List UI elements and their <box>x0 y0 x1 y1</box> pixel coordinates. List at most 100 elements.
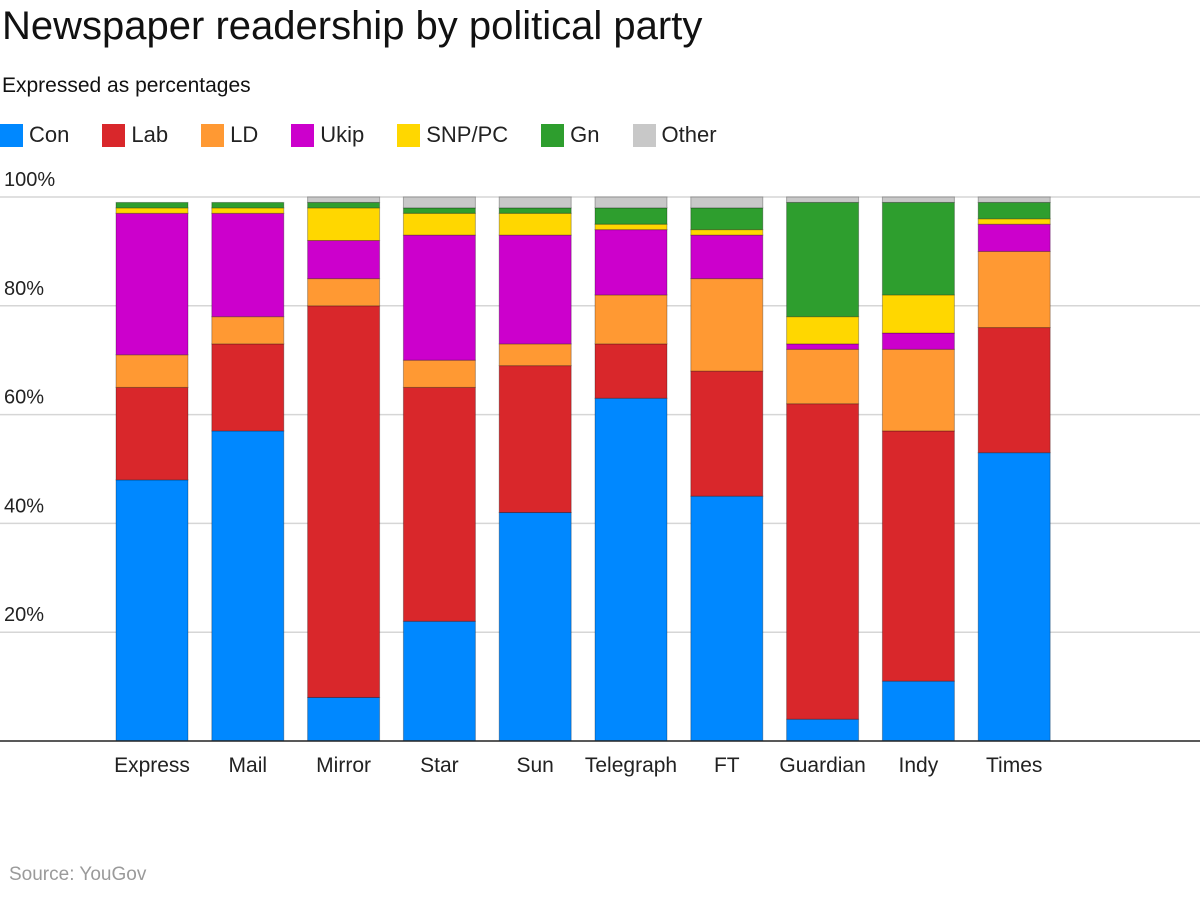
bar-segment-mail-snp-pc <box>211 207 285 214</box>
bar-segment-mirror-other <box>307 196 381 203</box>
y-tick-label: 40% <box>4 495 44 517</box>
legend-label: SNP/PC <box>426 122 509 147</box>
bar-segment-express-ukip <box>115 212 189 356</box>
bar-segment-times-gn <box>977 201 1051 220</box>
x-tick-label: Mail <box>229 754 268 777</box>
bar-segment-sun-snp-pc <box>498 212 572 236</box>
bar-segment-times-snp-pc <box>977 218 1051 225</box>
bar-segment-ft-lab <box>690 370 764 497</box>
legend-label: Gn <box>570 122 600 147</box>
bar-segment-mail-ukip <box>211 212 285 318</box>
bar-segment-times-other <box>977 196 1051 203</box>
bar-segment-express-con <box>115 479 189 742</box>
bar-segment-star-other <box>402 196 476 209</box>
bar-segment-mirror-ukip <box>307 240 381 280</box>
bar-segment-sun-other <box>498 196 572 209</box>
x-tick-label: Indy <box>899 754 939 777</box>
bar-segment-mirror-con <box>307 696 381 742</box>
bar-segment-mirror-gn <box>307 201 381 209</box>
legend-item-lab: Lab <box>102 122 168 148</box>
y-tick-label: 100% <box>4 169 55 191</box>
bar-segment-ft-ukip <box>690 234 764 280</box>
bar-segment-indy-ukip <box>881 332 955 350</box>
legend-swatch <box>541 123 565 147</box>
bar-segment-star-con <box>402 620 476 742</box>
legend-swatch <box>102 123 126 147</box>
bar-segment-star-lab <box>402 386 476 622</box>
bar-segment-telegraph-con <box>594 397 668 742</box>
legend-label: LD <box>230 122 259 147</box>
bar-segment-mail-gn <box>211 201 285 209</box>
bar-segment-mail-con <box>211 430 285 742</box>
legend-swatch <box>0 123 23 147</box>
x-tick-label: Guardian <box>779 754 865 777</box>
chart-title: Newspaper readership by political party <box>2 4 703 48</box>
bar-segment-sun-ukip <box>498 234 572 345</box>
bar-segment-sun-lab <box>498 365 572 514</box>
bar-segment-telegraph-ld <box>594 294 668 345</box>
legend-item-gn: Gn <box>541 122 600 148</box>
x-tick-label: Times <box>986 754 1042 777</box>
legend-item-ukip: Ukip <box>291 122 364 148</box>
bar-segment-indy-other <box>881 196 955 203</box>
bar-segment-mail-ld <box>211 316 285 345</box>
bar-segment-telegraph-ukip <box>594 229 668 296</box>
y-tick-label: 60% <box>4 387 44 409</box>
bar-segment-star-snp-pc <box>402 212 476 236</box>
bar-segment-indy-con <box>881 680 955 742</box>
x-tick-label: Star <box>420 754 459 777</box>
bar-segment-guardian-ukip <box>786 343 860 350</box>
bar-segment-ft-ld <box>690 278 764 372</box>
bar-segment-indy-lab <box>881 430 955 682</box>
bar-segment-express-snp-pc <box>115 207 189 214</box>
bar-segment-mail-lab <box>211 343 285 432</box>
bar-segment-sun-ld <box>498 343 572 367</box>
bar-segment-sun-gn <box>498 207 572 214</box>
bar-segment-guardian-snp-pc <box>786 316 860 345</box>
bar-segment-ft-snp-pc <box>690 229 764 236</box>
legend-label: Lab <box>131 122 169 147</box>
bar-segment-guardian-lab <box>786 403 860 720</box>
bar-segment-star-gn <box>402 207 476 214</box>
x-tick-label: Telegraph <box>585 754 677 777</box>
bar-segment-times-ukip <box>977 223 1051 252</box>
bar-segment-telegraph-snp-pc <box>594 223 668 231</box>
x-tick-label: FT <box>714 754 740 777</box>
bar-segment-indy-gn <box>881 201 955 296</box>
bar-segment-ft-gn <box>690 207 764 231</box>
bar-segment-telegraph-gn <box>594 207 668 225</box>
chart-legend: Con Lab LD Ukip SNP/PC Gn Other <box>0 119 750 151</box>
legend-item-other: Other <box>632 122 717 148</box>
legend-label: Con <box>29 122 70 147</box>
legend-label: Ukip <box>320 122 365 147</box>
x-tick-label: Sun <box>517 754 554 777</box>
legend-item-snp-pc: SNP/PC <box>397 122 508 148</box>
source-note: Source: YouGov <box>9 864 147 885</box>
stacked-bar-chart: 20% 40% 60% 80% 100% Express Mail Mirror Star Sun… <box>0 169 1200 777</box>
bar-segment-guardian-other <box>786 196 860 203</box>
legend-label: Other <box>661 122 717 147</box>
bar-segment-sun-con <box>498 512 572 742</box>
bar-segment-ft-con <box>690 495 764 742</box>
bar-segment-times-ld <box>977 250 1051 329</box>
legend-item-con: Con <box>0 122 69 148</box>
bar-segment-express-ld <box>115 354 189 388</box>
x-tick-label: Mirror <box>316 754 371 777</box>
bar-segment-times-con <box>977 452 1051 742</box>
y-tick-label: 20% <box>4 604 44 626</box>
bar-segment-ft-other <box>690 196 764 209</box>
bar-segment-express-gn <box>115 201 189 209</box>
bar-segment-indy-snp-pc <box>881 294 955 334</box>
bar-segment-guardian-ld <box>786 348 860 405</box>
legend-swatch <box>201 123 225 147</box>
bar-segment-express-lab <box>115 386 189 481</box>
x-tick-label: Express <box>114 754 190 777</box>
bar-segment-times-lab <box>977 327 1051 454</box>
bar-segment-star-ukip <box>402 234 476 361</box>
bar-segment-mirror-ld <box>307 278 381 307</box>
bar-segment-guardian-gn <box>786 201 860 318</box>
bar-segment-indy-ld <box>881 348 955 432</box>
bar-segment-telegraph-other <box>594 196 668 209</box>
bar-segment-guardian-con <box>786 718 860 742</box>
bar-segment-mirror-snp-pc <box>307 207 381 242</box>
